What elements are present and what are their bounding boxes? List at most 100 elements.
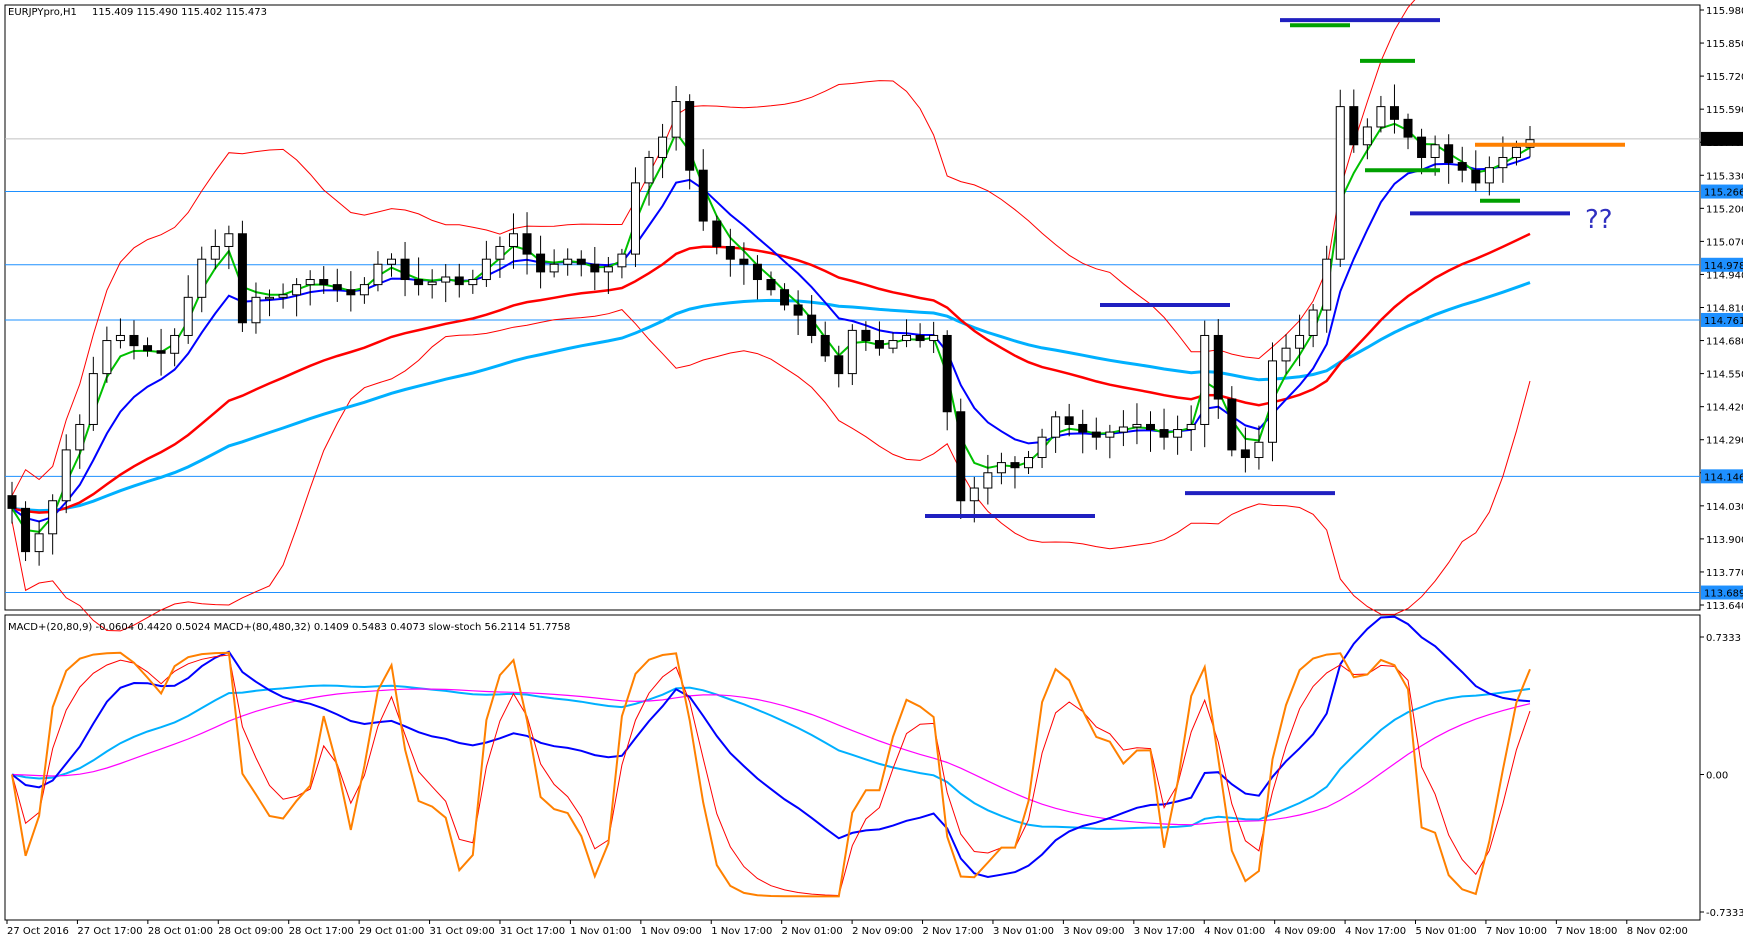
price-tick-label: 114.810 xyxy=(1706,304,1743,315)
candle-body xyxy=(1457,162,1467,171)
candle-body xyxy=(332,284,342,291)
candle-body xyxy=(7,495,17,509)
candle-body xyxy=(671,101,681,138)
candle-body xyxy=(61,449,71,502)
level-price-label: 114.761 xyxy=(1704,316,1743,327)
candle-body xyxy=(1173,429,1183,438)
time-tick-label: 4 Nov 01:00 xyxy=(1204,926,1265,937)
level-price-label: 113.689 xyxy=(1704,589,1743,600)
candle-body xyxy=(1146,423,1155,431)
candle-body xyxy=(1471,169,1481,184)
oscillator-axis: 0.7333 0.00 -0.7333 xyxy=(1700,633,1743,919)
candle-body xyxy=(522,233,532,255)
oscillator-header: MACD+(20,80,9) -0.0604 0.4420 0.5024 MAC… xyxy=(8,622,570,633)
symbol-header: EURJPYpro,H1 xyxy=(8,7,77,18)
price-tick-label: 115.850 xyxy=(1706,39,1743,50)
candle-body xyxy=(793,304,803,316)
candle-body xyxy=(1064,416,1074,425)
candle-body xyxy=(1186,423,1196,431)
candle-body xyxy=(1267,360,1277,443)
candle-body xyxy=(156,350,166,354)
candle-body xyxy=(1227,398,1237,451)
macd-slow-line xyxy=(11,684,1531,830)
candle-body xyxy=(1403,118,1413,138)
time-tick-label: 3 Nov 01:00 xyxy=(993,926,1054,937)
candle-body xyxy=(847,329,857,375)
slow-stoch-line xyxy=(11,651,1531,898)
support-resistance-segments xyxy=(925,18,1625,519)
price-tick-label: 114.680 xyxy=(1706,337,1743,348)
price-tick-label: 114.290 xyxy=(1706,436,1743,447)
candle-body xyxy=(1024,457,1034,469)
candlesticks xyxy=(7,84,1535,566)
candle-body xyxy=(983,472,993,489)
time-tick-label: 4 Nov 09:00 xyxy=(1275,926,1336,937)
candle-body xyxy=(359,284,369,296)
candle-body xyxy=(210,245,220,260)
candle-body xyxy=(658,136,668,158)
candle-body xyxy=(305,279,315,286)
candle-body xyxy=(698,169,708,222)
oscillator-panel xyxy=(11,615,1531,898)
candle-body xyxy=(536,253,546,273)
candle-body xyxy=(1213,334,1223,400)
candle-body xyxy=(1010,462,1020,469)
candle-body xyxy=(1389,106,1399,120)
bollinger-upper-line xyxy=(11,0,1416,496)
candle-body xyxy=(617,253,627,268)
ema-mid-line xyxy=(11,156,1531,523)
candle-body xyxy=(712,220,722,247)
candle-body xyxy=(387,258,396,265)
candle-body xyxy=(1105,431,1115,438)
candle-body xyxy=(874,340,884,349)
time-tick-label: 27 Oct 17:00 xyxy=(77,926,142,937)
candle-body xyxy=(1037,436,1047,459)
price-tick-label: 113.640 xyxy=(1706,601,1743,612)
candle-body xyxy=(1362,126,1372,146)
candle-body xyxy=(807,314,817,336)
time-tick-label: 2 Nov 17:00 xyxy=(923,926,984,937)
candle-body xyxy=(1498,156,1508,169)
level-price-box xyxy=(1701,585,1743,600)
stoch-signal-line xyxy=(11,654,1531,897)
candle-body xyxy=(888,340,898,349)
candle-body xyxy=(956,411,966,502)
price-tick-label: 115.200 xyxy=(1706,204,1743,215)
candle-body xyxy=(454,276,464,286)
question-annotation: ?? xyxy=(1585,205,1613,235)
candle-body xyxy=(224,233,234,247)
candle-body xyxy=(780,289,790,306)
candle-body xyxy=(576,258,586,265)
level-price-box xyxy=(1701,184,1743,199)
candle-body xyxy=(1484,167,1494,184)
time-tick-label: 29 Oct 01:00 xyxy=(359,926,424,937)
candle-body xyxy=(820,334,830,357)
price-tick-label: 115.590 xyxy=(1706,105,1743,116)
time-tick-label: 31 Oct 17:00 xyxy=(500,926,565,937)
candle-body xyxy=(1132,423,1142,428)
time-tick-label: 1 Nov 01:00 xyxy=(570,926,631,937)
candle-body xyxy=(834,355,844,375)
candle-body xyxy=(1430,144,1440,158)
time-tick-label: 28 Oct 09:00 xyxy=(218,926,283,937)
ema-long-line xyxy=(11,281,1531,513)
time-tick-label: 28 Oct 01:00 xyxy=(148,926,213,937)
candle-body xyxy=(278,294,288,298)
time-tick-label: 2 Nov 09:00 xyxy=(852,926,913,937)
level-price-box xyxy=(1701,312,1743,327)
time-tick-label: 5 Nov 01:00 xyxy=(1416,926,1477,937)
candle-body xyxy=(969,487,979,502)
candle-body xyxy=(1091,431,1101,438)
price-tick-label: 115.980 xyxy=(1706,6,1743,17)
candle-body xyxy=(251,296,261,324)
osc-tick-label: -0.7333 xyxy=(1706,908,1743,919)
candle-body xyxy=(1349,106,1359,146)
candle-body xyxy=(1200,334,1210,425)
price-tick-label: 115.720 xyxy=(1706,72,1743,83)
price-markers: 115.473 115.266 114.978 114.761 114.146 113.6… xyxy=(1701,131,1743,600)
oscillator-pane-frame xyxy=(4,614,1701,921)
candle-body xyxy=(549,263,559,273)
price-tick-label: 115.070 xyxy=(1706,237,1743,248)
level-price-label: 114.978 xyxy=(1704,261,1743,272)
